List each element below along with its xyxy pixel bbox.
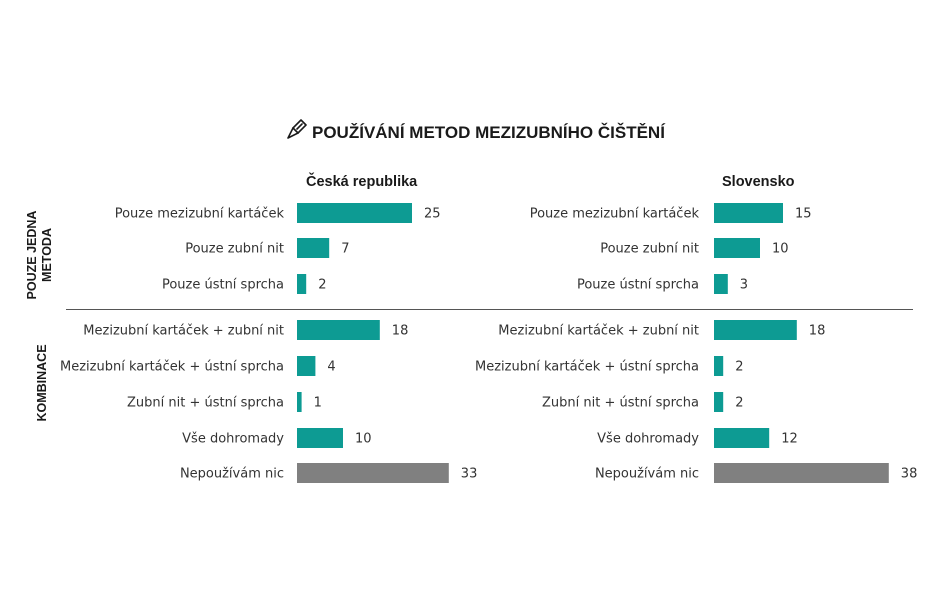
category-label: Pouze ústní sprcha xyxy=(162,278,284,293)
panel-title: Slovensko xyxy=(722,174,795,190)
category-label: Pouze ústní sprcha xyxy=(577,278,699,293)
group-label-single-method: POUZE JEDNA METODA xyxy=(25,211,54,300)
category-label: Pouze zubní nit xyxy=(185,242,284,257)
data-label: 1 xyxy=(314,396,322,411)
category-label: Mezizubní kartáček + ústní sprcha xyxy=(475,360,699,375)
bar xyxy=(714,356,724,376)
data-label: 18 xyxy=(809,324,826,339)
category-label: Mezizubní kartáček + zubní nit xyxy=(498,324,699,339)
bar xyxy=(714,238,760,258)
bar xyxy=(714,428,770,448)
category-label: Pouze mezizubní kartáček xyxy=(115,207,285,222)
group-label-single-line2: METODA xyxy=(40,228,54,282)
bar xyxy=(297,356,316,376)
bar xyxy=(297,274,307,294)
group-label-single-line1: POUZE JEDNA xyxy=(25,211,39,300)
data-label: 2 xyxy=(735,360,743,375)
data-label: 10 xyxy=(772,242,789,257)
category-label: Pouze mezizubní kartáček xyxy=(530,207,700,222)
data-label: 25 xyxy=(424,207,441,222)
bar xyxy=(297,203,412,223)
bar xyxy=(297,463,449,483)
bar xyxy=(714,203,783,223)
category-label: Vše dohromady xyxy=(597,432,699,447)
category-label: Zubní nit + ústní sprcha xyxy=(542,396,699,411)
panel-0: Česká republika Pouze mezizubní kartáček 2… xyxy=(60,172,477,483)
data-label: 2 xyxy=(735,396,743,411)
data-label: 2 xyxy=(318,278,326,293)
data-label: 18 xyxy=(392,324,409,339)
data-label: 38 xyxy=(901,467,918,482)
bar xyxy=(714,392,724,412)
bar xyxy=(297,238,330,258)
data-label: 4 xyxy=(327,360,335,375)
category-label: Pouze zubní nit xyxy=(600,242,699,257)
data-label: 7 xyxy=(341,242,349,257)
bar xyxy=(714,463,889,483)
group-label-combination: KOMBINACE xyxy=(35,344,49,421)
data-label: 12 xyxy=(781,432,798,447)
group-label-combo-text: KOMBINACE xyxy=(35,344,49,421)
panel-title: Česká republika xyxy=(306,172,418,190)
data-label: 3 xyxy=(740,278,748,293)
data-label: 10 xyxy=(355,432,372,447)
chart-title: POUŽÍVÁNÍ METOD MEZIZUBNÍHO ČIŠTĚNÍ xyxy=(312,123,666,142)
category-label: Nepoužívám nic xyxy=(595,467,699,482)
chart-panels: Česká republika Pouze mezizubní kartáček 2… xyxy=(60,172,917,483)
interdental-brush-icon xyxy=(287,119,307,139)
category-label: Mezizubní kartáček + ústní sprcha xyxy=(60,360,284,375)
category-label: Zubní nit + ústní sprcha xyxy=(127,396,284,411)
bar xyxy=(714,320,797,340)
bar xyxy=(297,320,380,340)
panel-1: Slovensko Pouze mezizubní kartáček 15 Pouze… xyxy=(475,174,917,483)
bar xyxy=(297,392,302,412)
bar xyxy=(297,428,343,448)
category-label: Nepoužívám nic xyxy=(180,467,284,482)
data-label: 15 xyxy=(795,207,812,222)
category-label: Vše dohromady xyxy=(182,432,284,447)
data-label: 33 xyxy=(461,467,478,482)
bar xyxy=(714,274,728,294)
category-label: Mezizubní kartáček + zubní nit xyxy=(83,324,284,339)
